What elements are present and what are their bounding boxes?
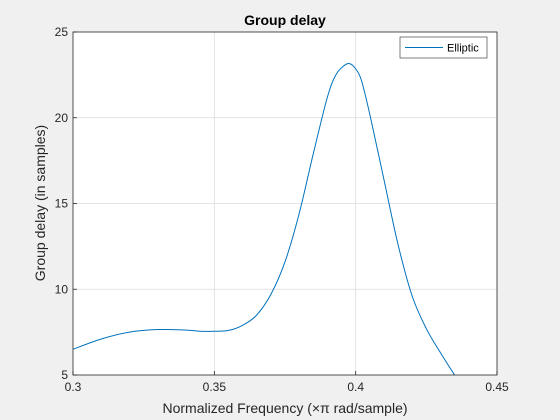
y-axis-label: Group delay (in samples) (32, 125, 48, 281)
y-tick-label: 10 (55, 282, 69, 296)
x-tick-label: 0.45 (485, 380, 509, 394)
tick-marks (72, 31, 498, 376)
y-tick-label: 20 (55, 111, 69, 125)
x-axis-label: Normalized Frequency (×π rad/sample) (162, 400, 407, 416)
y-tick-label: 15 (55, 197, 69, 211)
legend-label-elliptic: Elliptic (447, 43, 479, 55)
x-tick-labels: 0.3 0.35 0.4 0.45 (65, 380, 509, 394)
y-tick-labels: 5 10 15 20 25 (55, 25, 69, 382)
y-tick-label: 5 (61, 368, 68, 382)
chart-title: Group delay (244, 12, 326, 28)
legend: Elliptic (399, 36, 488, 59)
grid-lines (73, 32, 497, 375)
y-tick-label: 25 (55, 25, 69, 39)
series-layer (72, 62, 456, 376)
x-tick-label: 0.4 (347, 380, 364, 394)
series-line-elliptic (72, 62, 456, 376)
legend-box (399, 36, 488, 59)
x-tick-label: 0.3 (65, 380, 82, 394)
x-tick-label: 0.35 (203, 380, 227, 394)
